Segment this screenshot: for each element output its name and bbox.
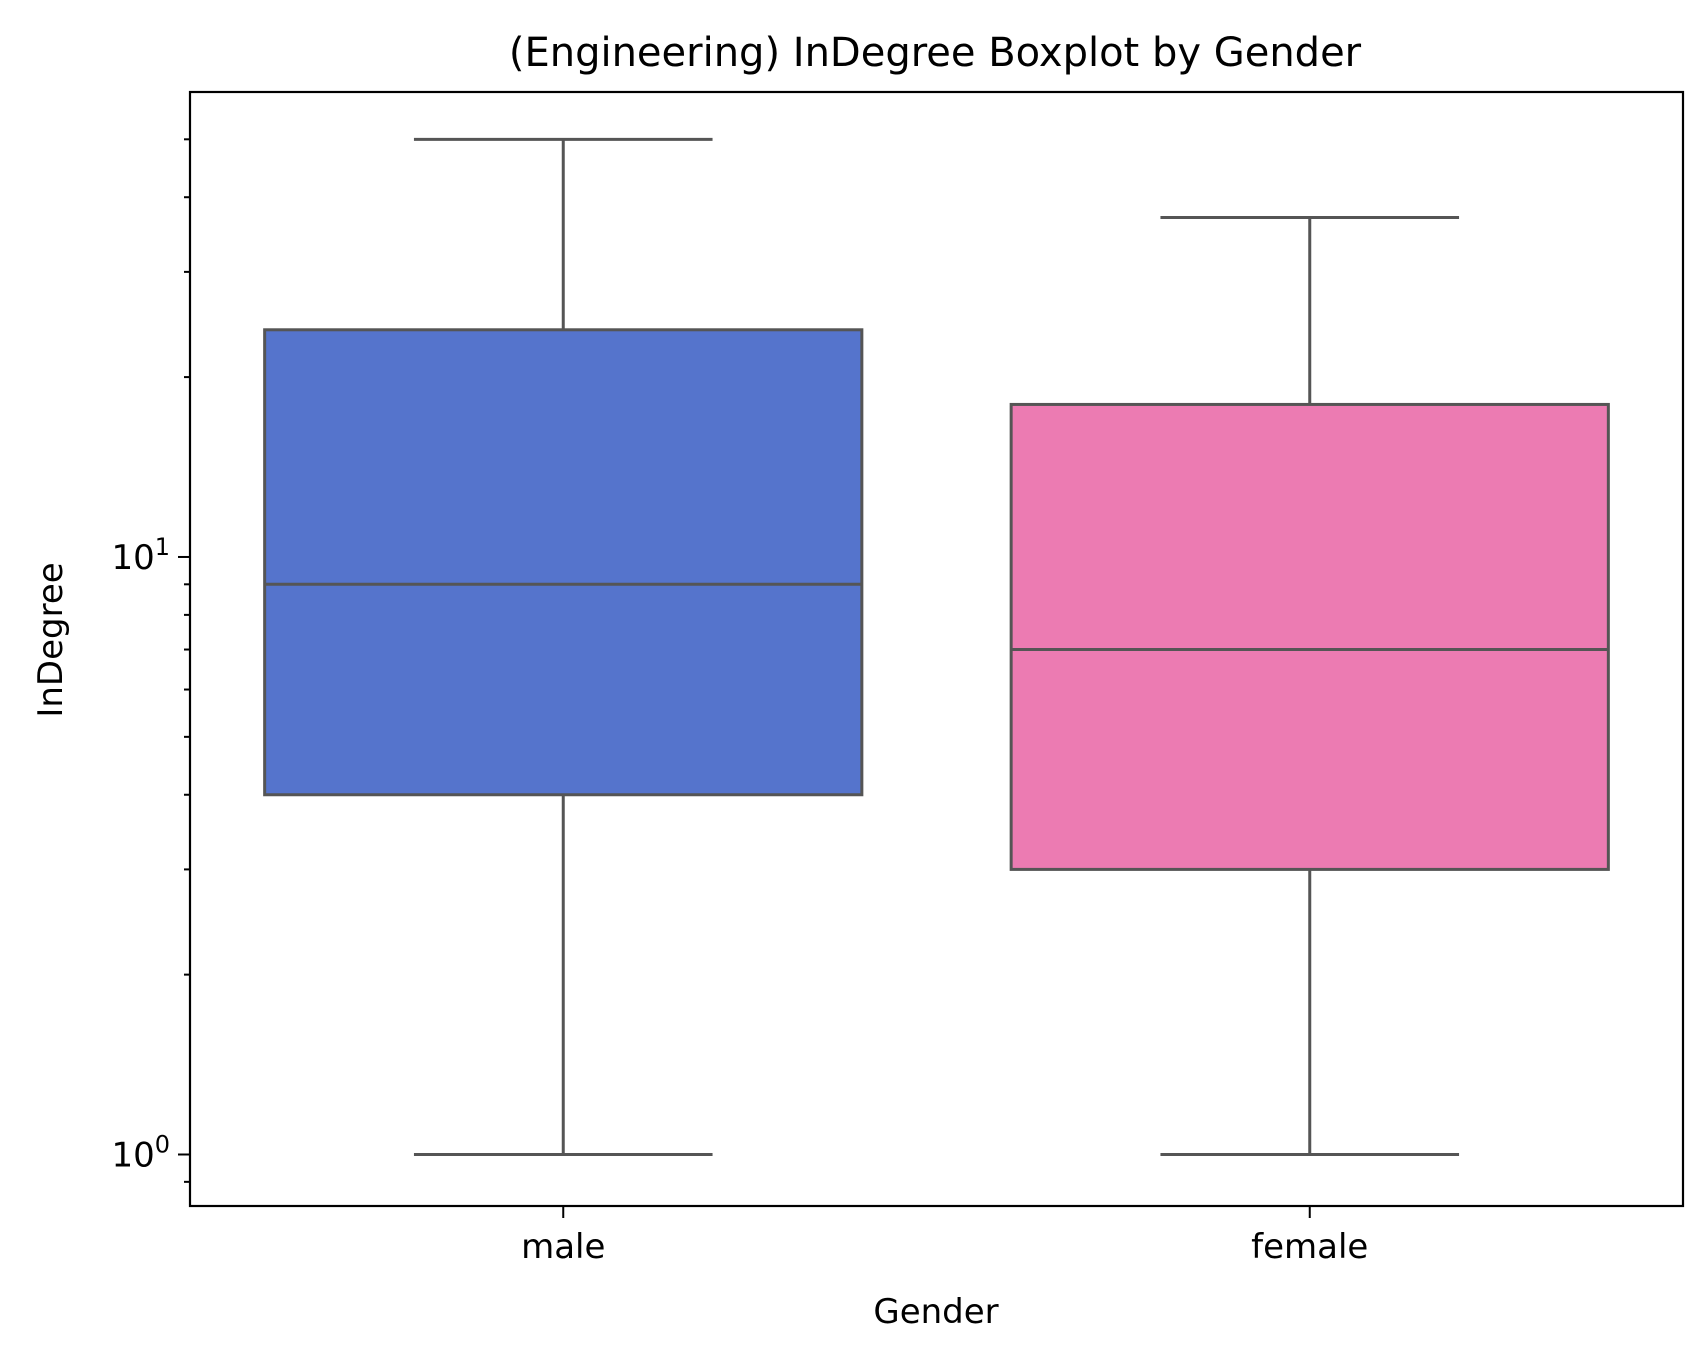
box-male (263, 137, 864, 1157)
x-tick-label-female: female (1251, 1227, 1368, 1267)
box-female (1009, 215, 1610, 1157)
iqr-box (1009, 402, 1610, 871)
y-axis-label: InDegree (31, 562, 71, 717)
x-axis-label: Gender (873, 1292, 998, 1332)
x-axis: male female (521, 1206, 1368, 1267)
plot-area (263, 137, 1610, 1157)
x-tick-label-male: male (521, 1227, 605, 1267)
iqr-box (263, 328, 864, 797)
y-axis: 100 101 (111, 138, 190, 1183)
y-tick-label: 101 (111, 533, 170, 578)
chart-title: (Engineering) InDegree Boxplot by Gender (509, 30, 1362, 76)
y-tick-label: 100 (111, 1131, 170, 1176)
